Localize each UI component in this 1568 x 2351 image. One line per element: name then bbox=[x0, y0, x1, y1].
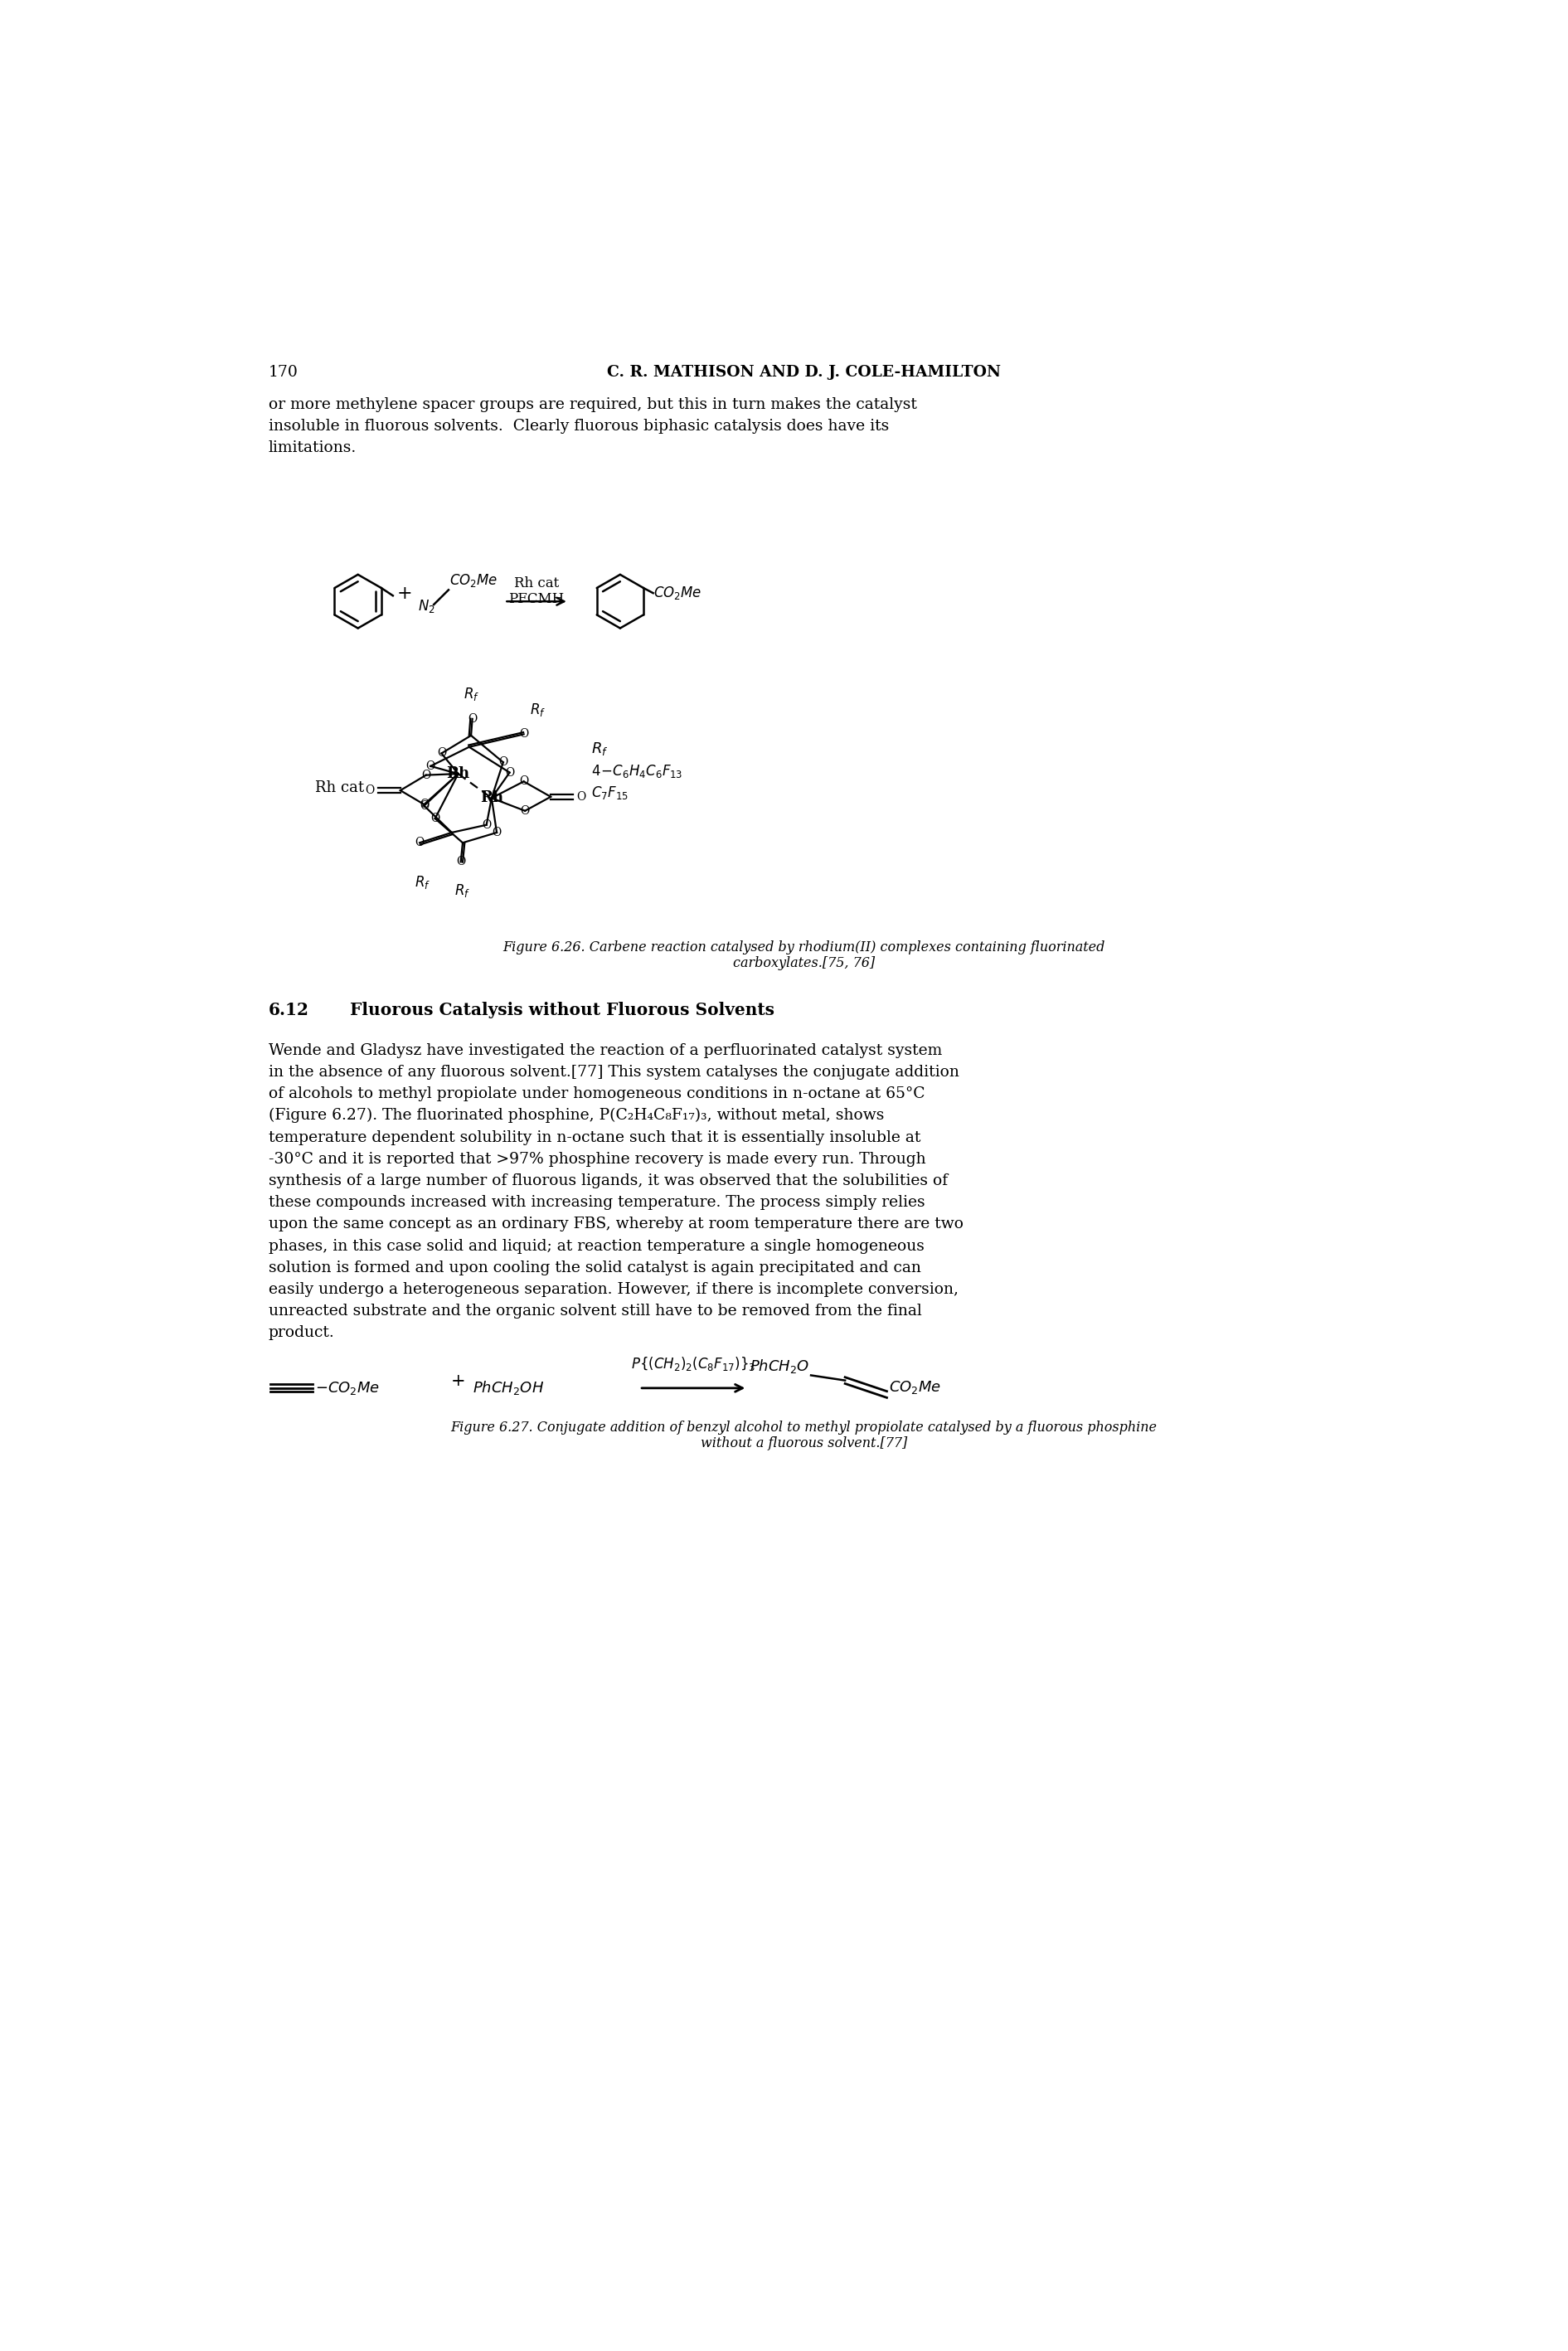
Text: $CO_2Me$: $CO_2Me$ bbox=[450, 571, 499, 588]
Text: Rh cat: Rh cat bbox=[514, 576, 560, 590]
Text: $R_f$: $R_f$ bbox=[455, 882, 470, 900]
Text: $PhCH_2O$: $PhCH_2O$ bbox=[750, 1359, 811, 1375]
Text: -30°C and it is reported that >97% phosphine recovery is made every run. Through: -30°C and it is reported that >97% phosp… bbox=[268, 1152, 925, 1166]
Text: O: O bbox=[492, 828, 502, 839]
Text: +: + bbox=[397, 585, 412, 602]
Text: O: O bbox=[430, 813, 439, 825]
Text: O: O bbox=[521, 804, 530, 816]
Text: insoluble in fluorous solvents.  Clearly fluorous biphasic catalysis does have i: insoluble in fluorous solvents. Clearly … bbox=[268, 418, 889, 433]
Text: O: O bbox=[499, 757, 508, 769]
Text: $R_f$: $R_f$ bbox=[530, 701, 546, 717]
Text: $C_7F_{15}$: $C_7F_{15}$ bbox=[591, 785, 629, 802]
Text: easily undergo a heterogeneous separation. However, if there is incomplete conve: easily undergo a heterogeneous separatio… bbox=[268, 1281, 958, 1298]
Text: synthesis of a large number of fluorous ligands, it was observed that the solubi: synthesis of a large number of fluorous … bbox=[268, 1173, 947, 1187]
Text: $CO_2Me$: $CO_2Me$ bbox=[654, 585, 702, 602]
Text: phases, in this case solid and liquid; at reaction temperature a single homogene: phases, in this case solid and liquid; a… bbox=[268, 1239, 925, 1253]
Text: Fluorous Catalysis without Fluorous Solvents: Fluorous Catalysis without Fluorous Solv… bbox=[350, 1002, 775, 1018]
Text: carboxylates.[75, 76]: carboxylates.[75, 76] bbox=[732, 957, 875, 971]
Text: temperature dependent solubility in n-octane such that it is essentially insolub: temperature dependent solubility in n-oc… bbox=[268, 1131, 920, 1145]
Text: Rh: Rh bbox=[480, 790, 503, 806]
Text: O: O bbox=[437, 748, 447, 759]
Text: these compounds increased with increasing temperature. The process simply relies: these compounds increased with increasin… bbox=[268, 1194, 925, 1211]
Text: $R_f$: $R_f$ bbox=[414, 875, 430, 891]
Text: O: O bbox=[426, 759, 436, 771]
Text: (Figure 6.27). The fluorinated phosphine, P(C₂H₄C₈F₁₇)₃, without metal, shows: (Figure 6.27). The fluorinated phosphine… bbox=[268, 1107, 884, 1124]
Text: O: O bbox=[467, 712, 477, 724]
Text: PFCMH: PFCMH bbox=[508, 592, 564, 607]
Text: $4\!-\!C_6H_4C_6F_{13}$: $4\!-\!C_6H_4C_6F_{13}$ bbox=[591, 762, 682, 778]
Text: unreacted substrate and the organic solvent still have to be removed from the fi: unreacted substrate and the organic solv… bbox=[268, 1305, 922, 1319]
Text: $R_f$: $R_f$ bbox=[591, 741, 608, 757]
Text: Figure 6.27. Conjugate addition of benzyl alcohol to methyl propiolate catalysed: Figure 6.27. Conjugate addition of benzy… bbox=[450, 1420, 1157, 1434]
Text: $CO_2Me$: $CO_2Me$ bbox=[889, 1380, 941, 1396]
Text: $PhCH_2OH$: $PhCH_2OH$ bbox=[472, 1380, 544, 1396]
Text: O: O bbox=[519, 729, 528, 741]
Text: limitations.: limitations. bbox=[268, 440, 356, 456]
Text: upon the same concept as an ordinary FBS, whereby at room temperature there are : upon the same concept as an ordinary FBS… bbox=[268, 1218, 963, 1232]
Text: Figure 6.26. Carbene reaction catalysed by rhodium(II) complexes containing fluo: Figure 6.26. Carbene reaction catalysed … bbox=[502, 940, 1105, 955]
Text: $-CO_2Me$: $-CO_2Me$ bbox=[315, 1380, 379, 1396]
Text: O: O bbox=[519, 776, 528, 788]
Text: O: O bbox=[481, 818, 491, 830]
Text: or more methylene spacer groups are required, but this in turn makes the catalys: or more methylene spacer groups are requ… bbox=[268, 397, 917, 411]
Text: Rh cat: Rh cat bbox=[315, 781, 364, 795]
Text: without a fluorous solvent.[77]: without a fluorous solvent.[77] bbox=[701, 1436, 906, 1451]
Text: 6.12: 6.12 bbox=[268, 1002, 309, 1018]
Text: product.: product. bbox=[268, 1326, 334, 1340]
Text: of alcohols to methyl propiolate under homogeneous conditions in n-octane at 65°: of alcohols to methyl propiolate under h… bbox=[268, 1086, 925, 1103]
Text: $P\{(CH_2)_2(C_8F_{17})\}_3$: $P\{(CH_2)_2(C_8F_{17})\}_3$ bbox=[630, 1354, 756, 1373]
Text: O: O bbox=[420, 799, 428, 811]
Text: Rh: Rh bbox=[447, 766, 470, 781]
Text: Wende and Gladysz have investigated the reaction of a perfluorinated catalyst sy: Wende and Gladysz have investigated the … bbox=[268, 1044, 942, 1058]
Text: C. R. MATHISON AND D. J. COLE-HAMILTON: C. R. MATHISON AND D. J. COLE-HAMILTON bbox=[607, 364, 1000, 381]
Text: O: O bbox=[365, 785, 375, 797]
Text: O: O bbox=[422, 769, 431, 781]
Text: O: O bbox=[577, 790, 586, 802]
Text: O: O bbox=[416, 837, 425, 849]
Text: O: O bbox=[456, 856, 466, 868]
Text: +: + bbox=[452, 1373, 466, 1389]
Text: in the absence of any fluorous solvent.[77] This system catalyses the conjugate : in the absence of any fluorous solvent.[… bbox=[268, 1065, 960, 1079]
Text: solution is formed and upon cooling the solid catalyst is again precipitated and: solution is formed and upon cooling the … bbox=[268, 1260, 920, 1274]
Text: O: O bbox=[420, 799, 428, 811]
Text: 170: 170 bbox=[268, 364, 298, 381]
Text: $N_2$: $N_2$ bbox=[417, 597, 434, 616]
Text: $R_f$: $R_f$ bbox=[463, 686, 478, 703]
Text: O: O bbox=[505, 766, 514, 778]
